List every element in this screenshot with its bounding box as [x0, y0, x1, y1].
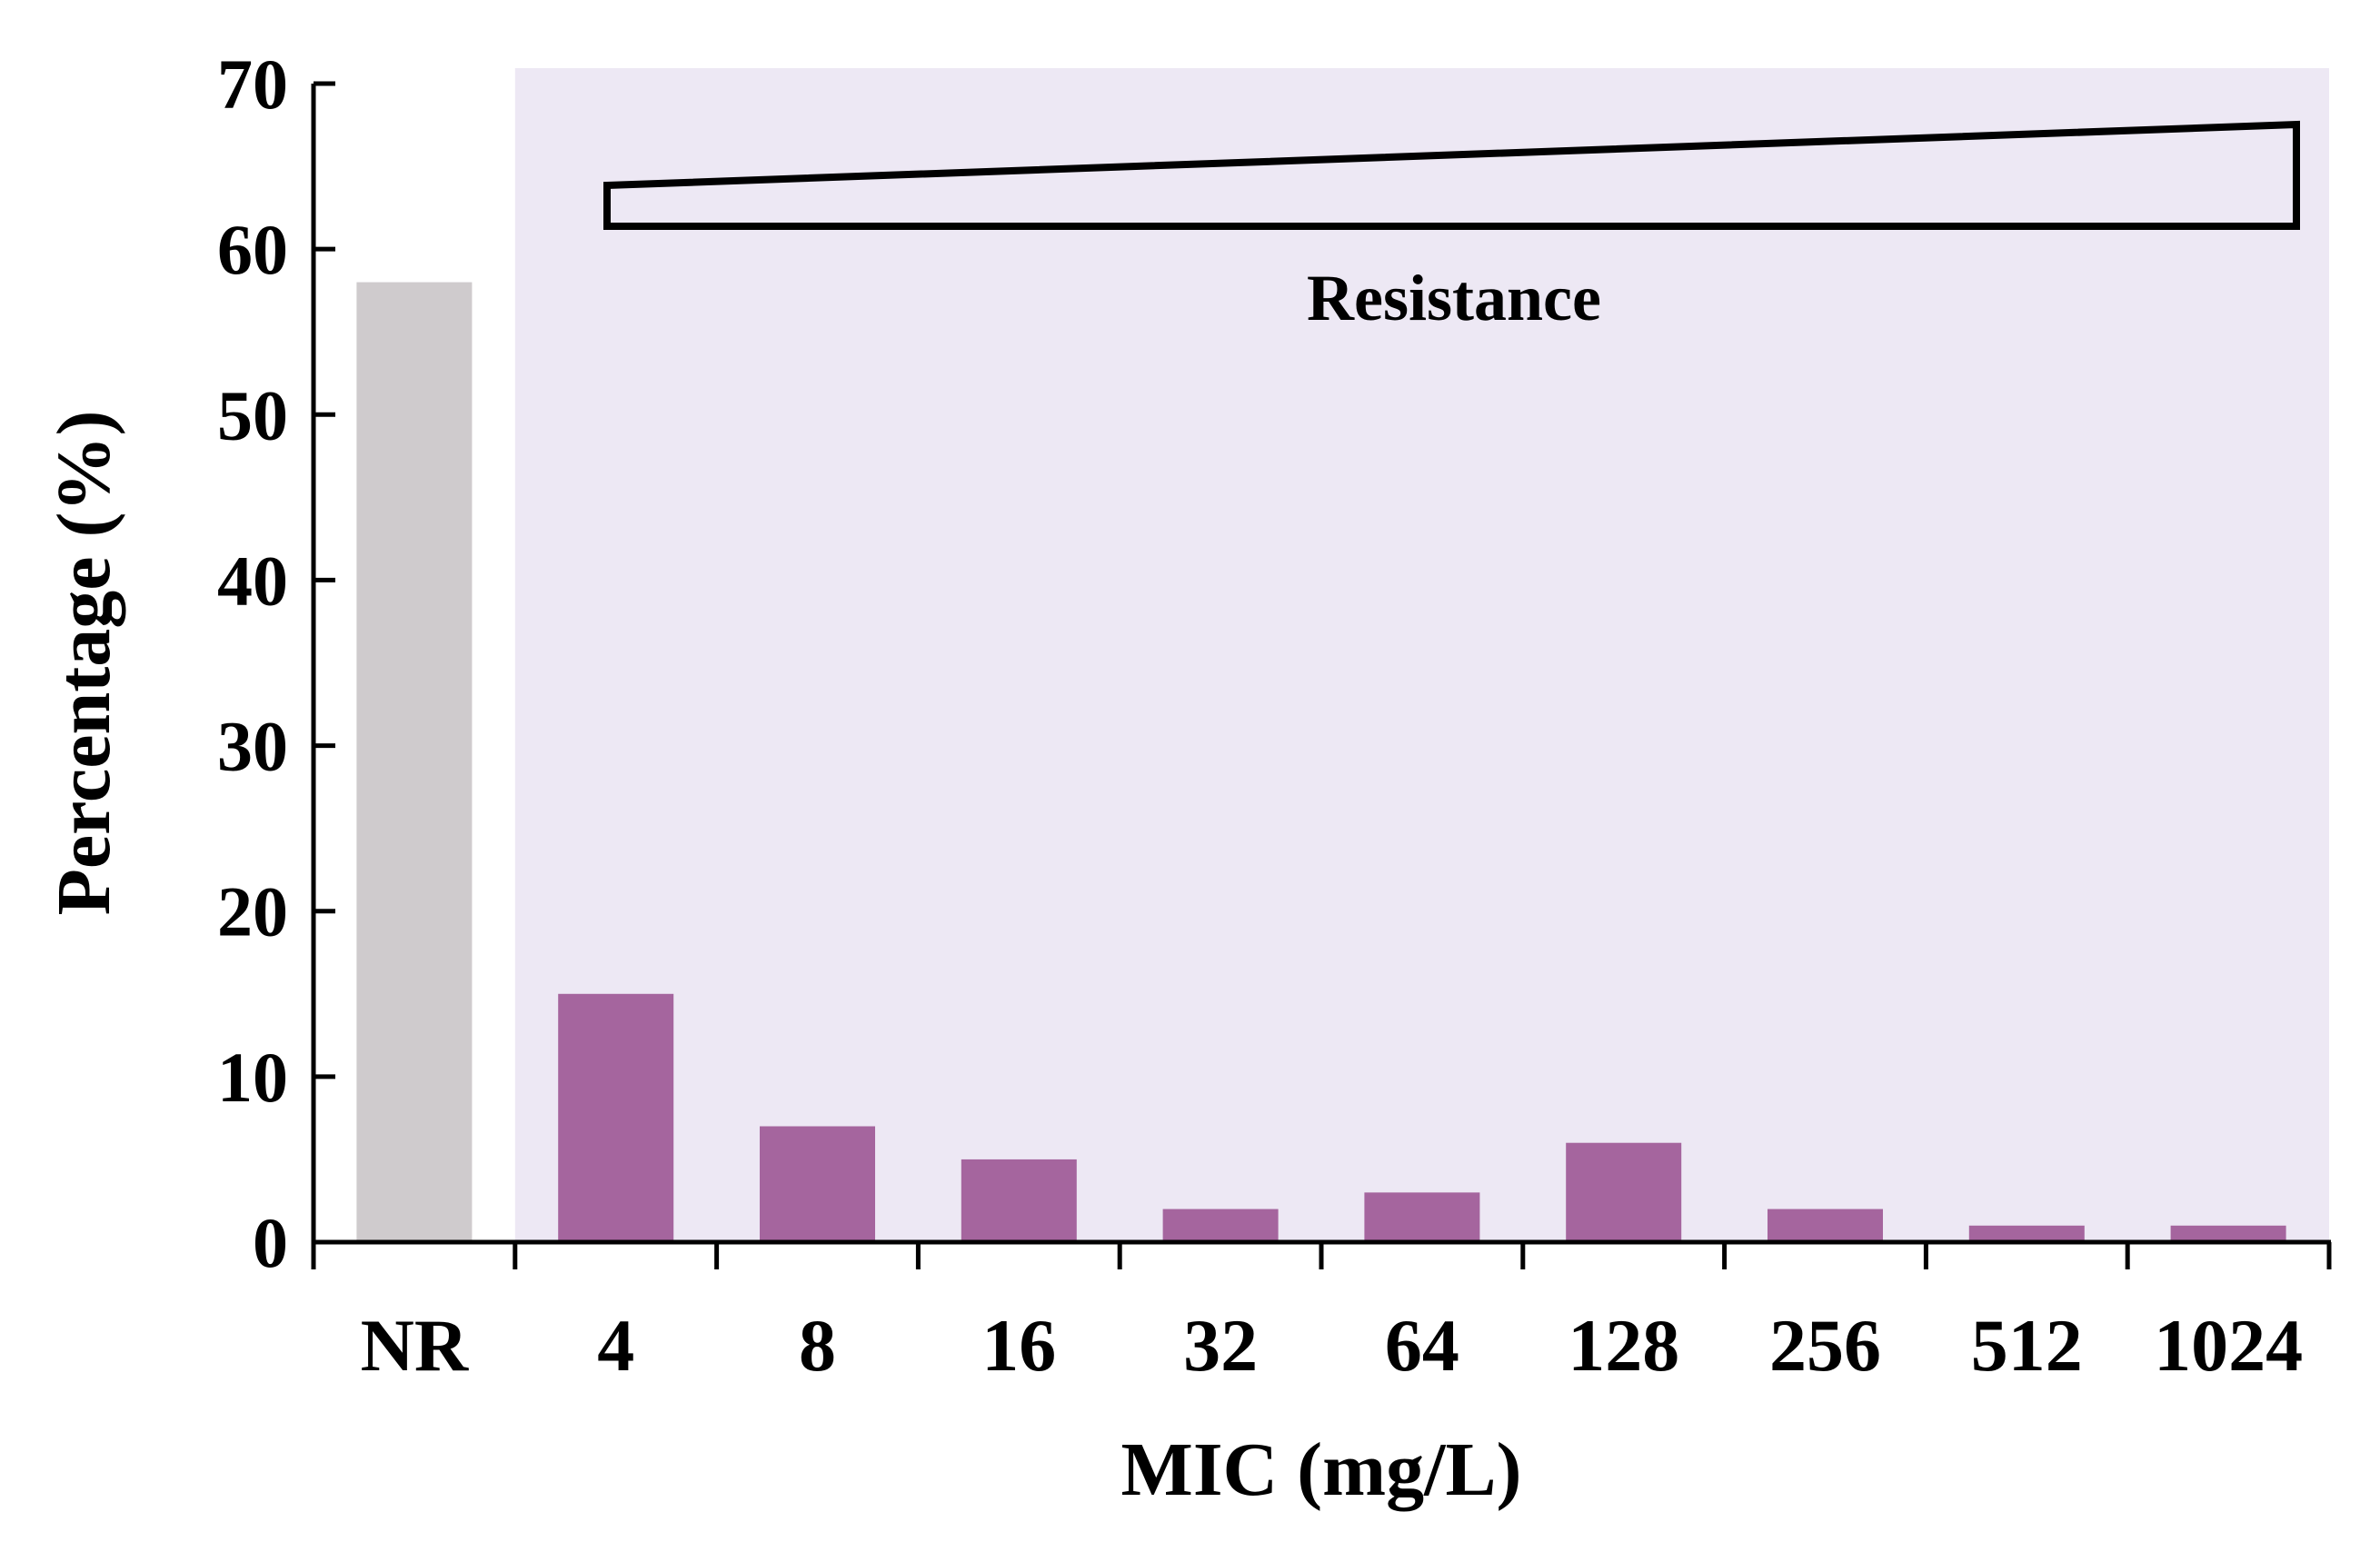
x-tick-label-8: 8 [799, 1304, 836, 1387]
x-tick-label-64: 64 [1385, 1304, 1459, 1387]
x-tick-label-128: 128 [1568, 1304, 1679, 1387]
bars-group [356, 282, 2286, 1243]
x-tick-label-32: 32 [1183, 1304, 1258, 1387]
x-tick-label-4: 4 [597, 1304, 634, 1387]
x-tick-labels: NR 4 8 16 32 64 128 256 512 1024 [361, 1304, 2303, 1387]
bar-8 [760, 1126, 875, 1242]
bar-256 [1768, 1209, 1883, 1242]
y-tick-label-10: 10 [217, 1038, 288, 1117]
x-axis-title: MIC (mg/L) [1121, 1428, 1522, 1512]
y-tick-label-70: 70 [217, 45, 288, 124]
bar-1024 [2170, 1225, 2286, 1242]
y-tick-label-30: 30 [217, 707, 288, 786]
x-tick-label-1024: 1024 [2154, 1304, 2303, 1387]
x-tick-label-256: 256 [1769, 1304, 1881, 1387]
resistance-label: Resistance [1307, 262, 1601, 334]
bar-128 [1566, 1142, 1682, 1242]
y-tick-label-40: 40 [217, 541, 288, 620]
y-tick-label-0: 0 [253, 1203, 288, 1282]
bar-64 [1364, 1192, 1480, 1242]
bar-32 [1162, 1209, 1279, 1242]
resistance-wedge [603, 120, 2300, 230]
y-tick-label-60: 60 [217, 210, 288, 289]
x-tick-label-16: 16 [981, 1304, 1056, 1387]
bar-4 [558, 993, 674, 1242]
bar-512 [1968, 1225, 2085, 1242]
x-tick-label-NR: NR [361, 1304, 469, 1387]
y-tick-label-50: 50 [217, 375, 288, 454]
x-tick-label-512: 512 [1971, 1304, 2083, 1387]
y-axis-title: Percentage (%) [42, 411, 126, 916]
bar-NR [356, 282, 473, 1243]
y-tick-labels: 0 10 20 30 40 50 60 70 [217, 45, 288, 1282]
y-tick-label-20: 20 [217, 872, 288, 951]
bar-16 [961, 1159, 1077, 1242]
axes-group [311, 81, 2332, 1269]
resistant-region-background [514, 68, 2329, 1242]
